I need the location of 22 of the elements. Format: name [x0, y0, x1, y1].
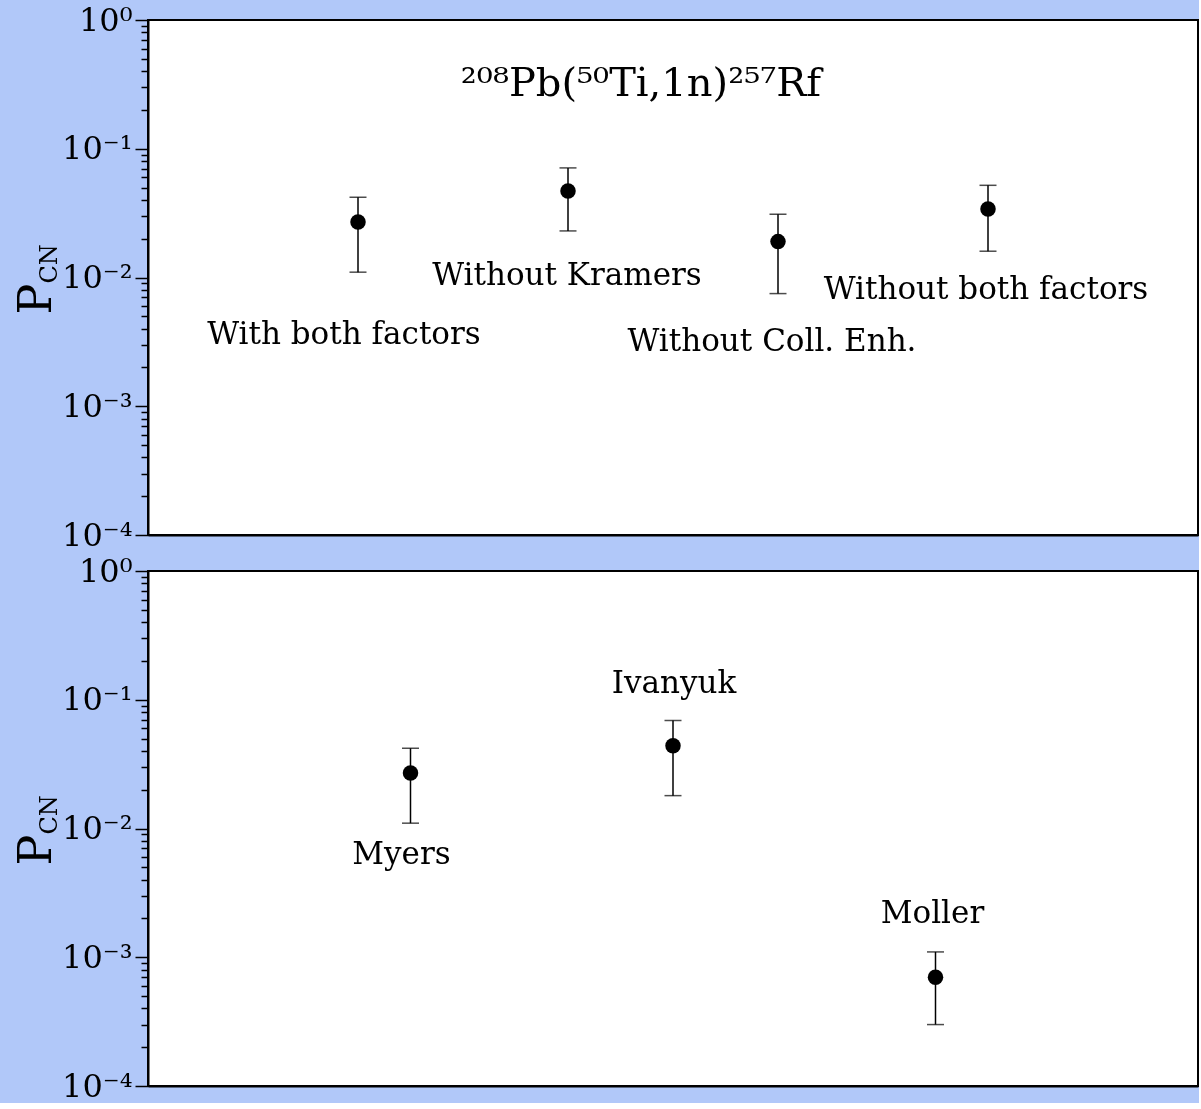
y-tick-label: 10⁻¹ [62, 680, 133, 719]
annotation: Without both factors [823, 270, 1149, 307]
y-axis-title: PCN [8, 795, 63, 866]
y-tick-label: 10⁰ [78, 551, 133, 590]
annotation: Ivanyuk [611, 663, 737, 700]
point [927, 969, 944, 985]
y-tick-label: 10⁻¹ [62, 129, 133, 168]
annotation: Without Coll. Enh. [627, 321, 917, 358]
y-tick-label: 10⁻³ [62, 937, 133, 976]
point [402, 765, 419, 781]
annotation: Myers [352, 834, 451, 871]
text: ²⁰⁸Pb(⁵⁰Ti,1n)²⁵⁷Rf [460, 59, 825, 105]
annotation: Without Kramers [432, 255, 702, 292]
annotation: With both factors [207, 314, 481, 351]
y-tick-label: 10⁻⁴ [62, 1066, 133, 1105]
annotation: Moller [880, 894, 985, 931]
y-axis-title: PCN [8, 244, 63, 315]
y-tick-label: 10⁻² [62, 809, 133, 847]
y-tick-label: 10⁻³ [62, 386, 133, 425]
y-tick-label: 10⁻⁴ [62, 515, 133, 554]
y-tick-label: 10⁻² [62, 258, 133, 296]
y-tick-label: 10⁰ [78, 0, 133, 39]
